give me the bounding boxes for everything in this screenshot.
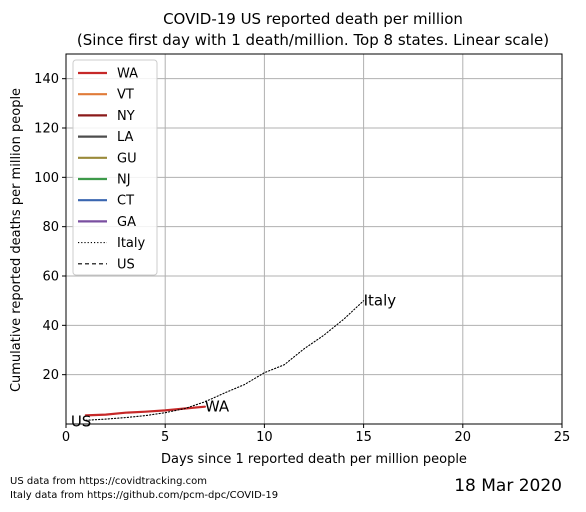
- x-tick-label: 20: [455, 430, 472, 445]
- x-tick-label: 25: [554, 430, 571, 445]
- x-tick-label: 10: [256, 430, 273, 445]
- legend-label-la: LA: [117, 130, 134, 145]
- legend-label-ga: GA: [117, 215, 136, 230]
- y-tick-label: 40: [42, 319, 59, 334]
- y-tick-label: 140: [34, 72, 59, 87]
- legend-label-us: US: [117, 257, 135, 272]
- legend: WA VT NY LA GU NJ CT GA Italy US: [72, 59, 158, 276]
- x-axis-ticks: 0 5 10 15 20 25: [62, 424, 570, 445]
- x-axis-label: Days since 1 reported death per million …: [161, 452, 467, 467]
- y-axis-ticks: 20 40 60 80 100 120 140: [34, 72, 66, 383]
- chart-subtitle: (Since first day with 1 death/million. T…: [77, 31, 549, 49]
- y-tick-label: 80: [42, 220, 59, 235]
- plot-frame: [65, 53, 563, 425]
- source-note-us: US data from https://covidtracking.com: [10, 476, 207, 487]
- x-tick-label: 15: [355, 430, 372, 445]
- series-end-label-us: US: [71, 413, 92, 431]
- chart-title: COVID-19 US reported death per million: [163, 10, 463, 28]
- legend-label-gu: GU: [117, 151, 137, 166]
- legend-label-ct: CT: [117, 194, 134, 209]
- x-tick-label: 5: [161, 430, 169, 445]
- series-end-label-italy: Italy: [364, 292, 397, 310]
- legend-label-wa: WA: [117, 67, 138, 82]
- plot-lines: WA Italy US: [71, 292, 396, 431]
- series-line-italy: [85, 300, 365, 421]
- y-tick-label: 120: [34, 122, 59, 137]
- date-label: 18 Mar 2020: [454, 476, 562, 496]
- source-note-italy: Italy data from https://github.com/pcm-d…: [10, 490, 279, 501]
- legend-label-italy: Italy: [117, 236, 146, 251]
- y-tick-label: 60: [42, 270, 59, 285]
- legend-label-vt: VT: [117, 88, 134, 103]
- x-tick-label: 0: [62, 430, 70, 445]
- y-axis-label: Cumulative reported deaths per million p…: [9, 88, 24, 392]
- series-end-label-wa: WA: [205, 398, 230, 416]
- legend-label-ny: NY: [117, 109, 135, 124]
- y-tick-label: 100: [34, 171, 59, 186]
- legend-label-nj: NJ: [117, 173, 131, 188]
- y-tick-label: 20: [42, 368, 59, 383]
